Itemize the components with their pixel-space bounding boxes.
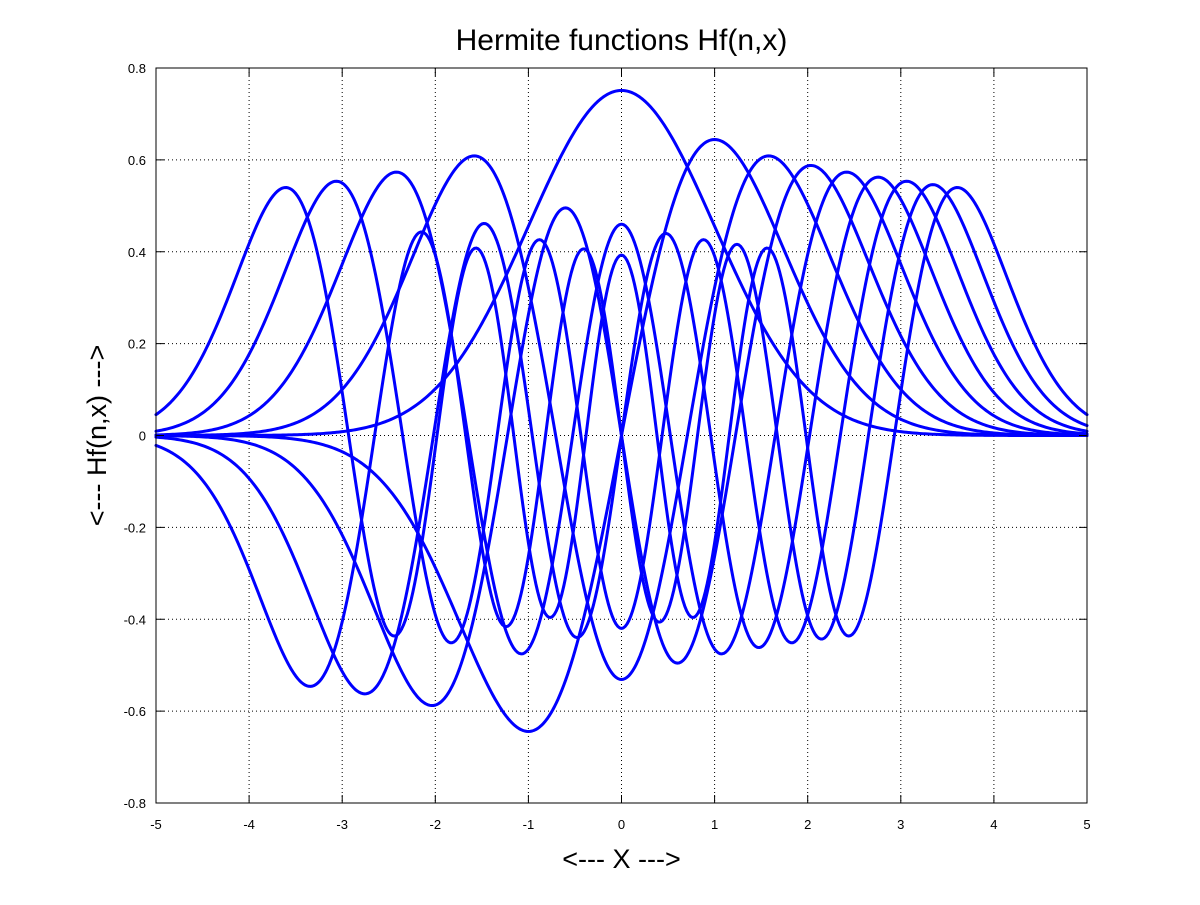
x-tick-label-9: 4 <box>990 817 997 832</box>
chart-title: Hermite functions Hf(n,x) <box>456 24 788 57</box>
x-tick-label-8: 3 <box>897 817 904 832</box>
y-axis-label: <--- Hf(n,x) ---> <box>82 345 112 527</box>
x-tick-label-3: -2 <box>430 817 442 832</box>
series-lines <box>154 88 1089 733</box>
series-line-hf-8 <box>154 186 1089 638</box>
y-tick-label-2: -0.4 <box>124 612 146 627</box>
x-tick-label-2: -3 <box>336 817 348 832</box>
y-tick-label-7: 0.6 <box>128 153 146 168</box>
axis-ticks <box>155 67 1088 804</box>
y-tick-label-8: 0.8 <box>128 61 146 76</box>
y-tick-label-3: -0.2 <box>124 520 146 535</box>
series-line-hf-4 <box>154 170 1089 656</box>
y-tick-label-0: -0.8 <box>124 796 146 811</box>
x-tick-label-7: 2 <box>804 817 811 832</box>
x-tick-label-5: 0 <box>618 817 625 832</box>
x-tick-labels: -5 -4 -3 -2 -1 0 1 2 3 4 5 <box>150 817 1090 832</box>
y-tick-label-4: 0 <box>139 429 146 444</box>
x-tick-label-1: -4 <box>243 817 255 832</box>
y-tick-label-6: 0.4 <box>128 245 146 260</box>
series-line-hf-6 <box>154 179 1089 645</box>
series-line-hf-0 <box>154 88 1089 437</box>
x-tick-label-6: 1 <box>711 817 718 832</box>
x-tick-label-4: -1 <box>523 817 535 832</box>
y-tick-label-5: 0.2 <box>128 337 146 352</box>
y-tick-labels: -0.8 -0.6 -0.4 -0.2 0 0.2 0.4 0.6 0.8 <box>124 61 146 811</box>
x-tick-label-0: -5 <box>150 817 162 832</box>
y-tick-label-1: -0.6 <box>124 704 146 719</box>
x-axis-label: <--- X ---> <box>562 844 681 874</box>
series-line-hf-7 <box>154 183 1089 688</box>
x-tick-label-10: 5 <box>1083 817 1090 832</box>
series-line-hf-2 <box>154 154 1089 681</box>
